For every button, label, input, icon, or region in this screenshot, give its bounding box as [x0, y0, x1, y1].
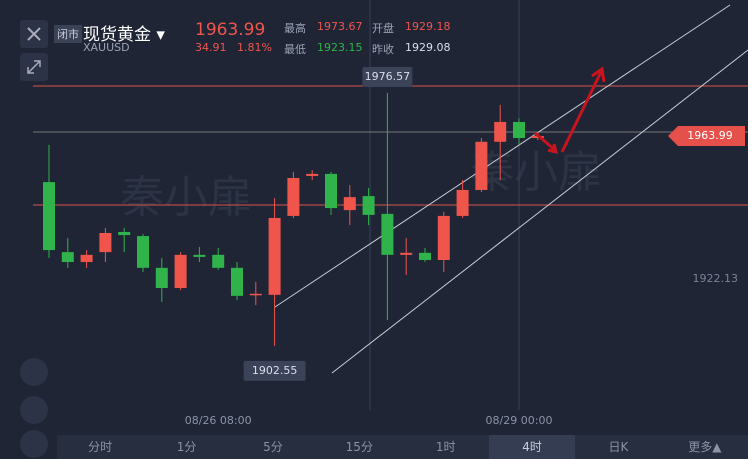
- candle-body: [456, 189, 469, 216]
- candle-body: [268, 217, 281, 295]
- candle-body: [513, 121, 525, 139]
- label: 最低: [284, 43, 306, 56]
- tab[interactable]: 1时: [435, 440, 456, 454]
- tab[interactable]: 15分: [345, 440, 373, 454]
- candle-body: [118, 231, 131, 236]
- name[interactable]: 现货黄金 ▾: [83, 25, 165, 45]
- candle-body: [61, 252, 74, 263]
- timeframe-tabs: 分时 1分 5分 15分 1时 4时 日K 更多▲: [57, 435, 748, 459]
- tab[interactable]: 4时: [488, 435, 576, 459]
- label: 昨收: [372, 43, 394, 56]
- price-tag: 1963.99: [687, 129, 733, 142]
- change-pct: 1.81%: [237, 41, 272, 54]
- value: 1929.08: [405, 41, 451, 54]
- watermark: 秦小扉: [120, 172, 252, 223]
- candle-body: [475, 141, 488, 190]
- candle-body: [400, 252, 413, 255]
- indicator-button[interactable]: [20, 358, 48, 386]
- min-label: 1902.55: [252, 364, 298, 377]
- candle-body: [306, 173, 319, 176]
- candle-body: [137, 236, 149, 268]
- candle-body: [155, 267, 168, 288]
- change: 34.91: [195, 41, 227, 54]
- candle-body: [494, 121, 507, 142]
- candle-body: [231, 267, 243, 296]
- candle-body: [343, 197, 356, 211]
- price-tag-box: [668, 126, 745, 147]
- candle-body: [437, 215, 450, 260]
- x-tick-label: 08/26 08:00: [185, 414, 252, 427]
- candle-body: [325, 173, 337, 209]
- label: 开盘: [372, 22, 394, 35]
- min-label-box: [243, 360, 306, 381]
- value: 1973.67: [317, 20, 363, 33]
- close-button[interactable]: [20, 20, 48, 48]
- chart-type-button[interactable]: [20, 430, 48, 458]
- candle-body: [287, 177, 300, 216]
- tab[interactable]: 日K: [608, 440, 629, 454]
- tab[interactable]: 分时: [88, 440, 113, 454]
- value: 1929.18: [405, 20, 451, 33]
- chart: 秦小扉 秦小扉 08/26 08:00 08/29 00:00 1922.13 197…: [33, 0, 748, 427]
- candle-body: [381, 213, 394, 255]
- expand-button[interactable]: [20, 53, 48, 81]
- value: 1923.15: [317, 41, 363, 54]
- arrow: [534, 66, 606, 155]
- price: 1963.99: [195, 20, 266, 40]
- draw-button[interactable]: [20, 396, 48, 424]
- candle-body: [212, 254, 225, 268]
- candle-body: [362, 196, 375, 215]
- candle-body: [43, 182, 55, 251]
- channel-line: [331, 49, 748, 374]
- candle-body: [174, 254, 187, 288]
- max-label: 1976.57: [365, 70, 411, 83]
- label: 最高: [284, 22, 306, 35]
- y-tick-label: 1922.13: [693, 272, 739, 285]
- name-text: 现货黄金: [83, 25, 151, 45]
- candle-body: [419, 252, 431, 260]
- tab[interactable]: 1分: [176, 440, 197, 454]
- tab[interactable]: 更多▲: [688, 440, 722, 454]
- x-tick-label: 08/29 00:00: [486, 414, 553, 427]
- candle-body: [99, 232, 112, 253]
- channel-line: [274, 4, 731, 308]
- max-label-box: [362, 67, 413, 88]
- candle-body: [80, 254, 93, 263]
- candle-body: [249, 293, 262, 296]
- status: 闭市: [54, 25, 82, 43]
- candle-body: [193, 254, 206, 257]
- tab[interactable]: 5分: [263, 440, 283, 454]
- symbol: XAUUSD: [83, 41, 130, 54]
- watermark: 秦小扉: [470, 147, 602, 198]
